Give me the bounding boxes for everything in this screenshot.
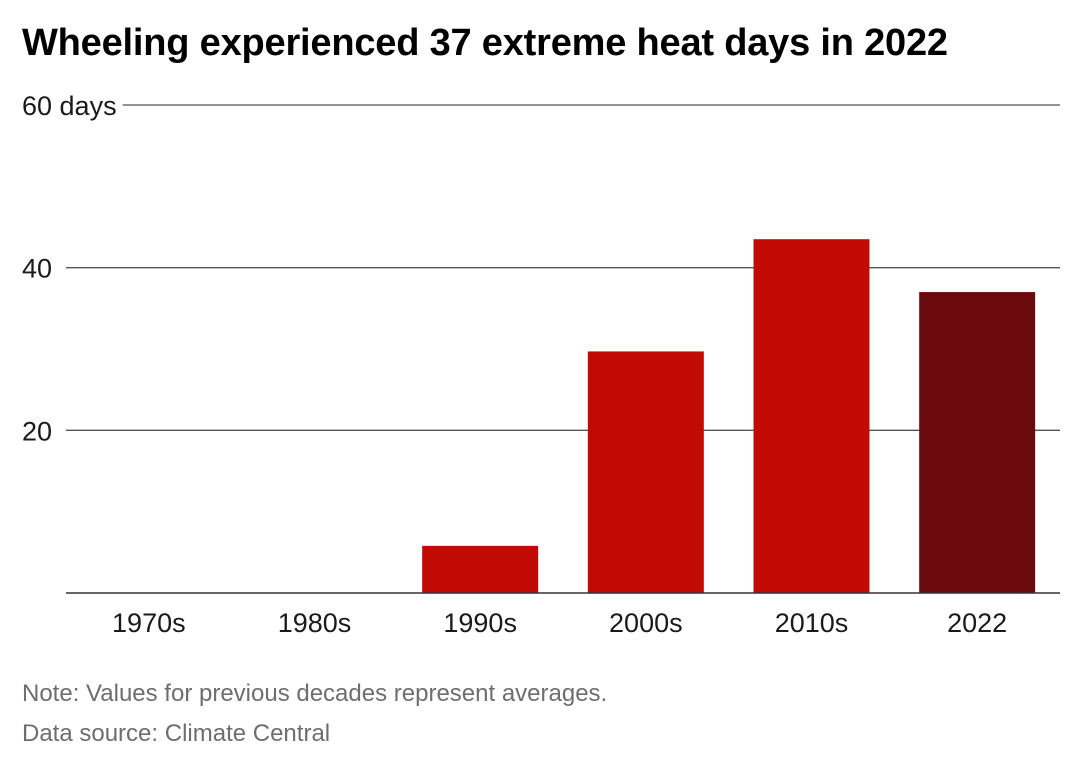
bar-2010s — [753, 239, 870, 593]
x-tick-label: 1980s — [278, 608, 352, 638]
bars — [422, 239, 1036, 593]
bar-2000s — [587, 351, 704, 593]
x-tick-label: 1990s — [443, 608, 517, 638]
y-tick-label: 40 — [22, 254, 52, 284]
x-axis: 1970s 1980s 1990s 2000s 2010s 2022 — [66, 592, 1060, 638]
chart-note: Note: Values for previous decades repres… — [22, 680, 608, 707]
data-source: Data source: Climate Central — [22, 720, 331, 747]
x-tick-label: 2000s — [609, 608, 683, 638]
y-tick-label: 20 — [22, 416, 52, 446]
chart-title: Wheeling experienced 37 extreme heat day… — [22, 22, 948, 64]
gridlines: 20 40 60 days — [22, 91, 1060, 446]
bar-1990s — [422, 545, 539, 593]
bar-2022 — [919, 292, 1036, 593]
x-tick-label: 2010s — [775, 608, 849, 638]
y-tick-label: 60 days — [22, 91, 117, 121]
x-tick-label: 2022 — [947, 608, 1007, 638]
x-tick-label: 1970s — [112, 608, 186, 638]
